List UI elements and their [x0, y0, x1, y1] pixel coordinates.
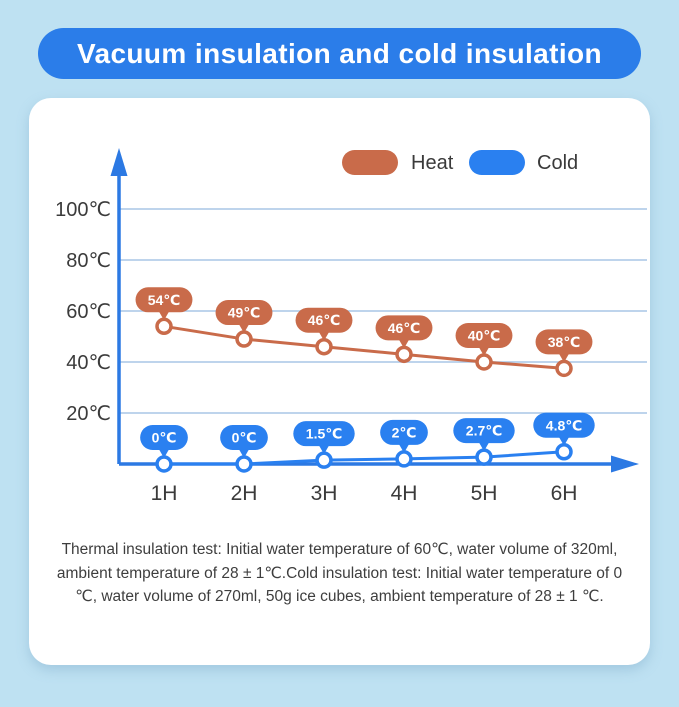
- heat-point-badge-label: 49℃: [228, 305, 261, 321]
- cold-point-badge: [533, 412, 595, 438]
- heat-point-badge-label: 46℃: [388, 320, 421, 336]
- cold-badge-tail-icon: [158, 448, 170, 458]
- heat-point-badge-label: 40℃: [468, 328, 501, 344]
- heat-point-badge: [535, 329, 593, 355]
- chart-card: 100℃ 80℃ 60℃ 40℃ 20℃ Heat Cold 54℃ 49℃ 46℃ 46℃ 40℃ 3…: [29, 98, 650, 665]
- legend-swatch-cold-icon: [469, 150, 525, 175]
- y-tick-label: 60℃: [66, 301, 111, 323]
- cold-point-badge: [453, 418, 515, 444]
- cold-point: [155, 455, 173, 473]
- title-banner: Vacuum insulation and cold insulation: [38, 28, 641, 79]
- cold-point-badge: [140, 425, 188, 450]
- heat-badge-tail-icon: [238, 323, 250, 334]
- heat-line: [163, 324, 565, 370]
- cold-point-badge-label: 0℃: [232, 430, 257, 446]
- heat-badge-tail-icon: [558, 352, 570, 363]
- heat-point-badge: [135, 287, 193, 313]
- cold-badge-tail-icon: [318, 444, 330, 455]
- cold-point-badge-label: 2.7℃: [466, 423, 502, 439]
- y-axis-arrow-icon: [110, 148, 128, 176]
- heat-point: [555, 359, 573, 378]
- cold-point: [315, 451, 333, 469]
- legend-label-cold: Cold: [537, 152, 578, 174]
- heat-point-badge: [375, 315, 433, 341]
- cold-point: [395, 450, 413, 468]
- y-tick-label: 100℃: [55, 199, 111, 221]
- heat-badge-tail-icon: [318, 331, 330, 341]
- heat-point-badge-label: 38℃: [548, 334, 581, 350]
- cold-badge-tail-icon: [478, 441, 490, 452]
- heat-point-badge: [215, 300, 273, 326]
- heat-point-badge-label: 46℃: [308, 312, 341, 328]
- legend-swatch-heat-icon: [342, 150, 398, 175]
- page: Vacuum insulation and cold insulation 10…: [0, 28, 679, 707]
- cold-badge-tail-icon: [398, 443, 410, 453]
- cold-point-badge-label: 4.8℃: [546, 417, 582, 433]
- heat-point: [315, 337, 333, 356]
- cold-badge-tail-icon: [558, 436, 570, 446]
- cold-point-badge: [293, 421, 355, 447]
- cold-point-badge: [380, 419, 428, 445]
- legend-label-heat: Heat: [411, 152, 454, 174]
- cold-point: [235, 455, 253, 473]
- cold-point: [475, 448, 493, 466]
- x-tick-label: 5H: [471, 482, 498, 505]
- cold-point-badge-label: 0℃: [152, 430, 177, 446]
- x-tick-label: 1H: [151, 482, 178, 505]
- y-tick-label: 20℃: [66, 403, 111, 425]
- insulation-chart: 100℃ 80℃ 60℃ 40℃ 20℃ Heat Cold 54℃ 49℃ 46℃ 46℃ 40℃ 3…: [55, 148, 647, 505]
- x-tick-label: 6H: [551, 482, 578, 505]
- y-tick-label: 40℃: [66, 352, 111, 374]
- footnote-text: Thermal insulation test: Initial water t…: [56, 541, 623, 606]
- heat-point: [155, 317, 173, 336]
- cold-point: [555, 443, 573, 461]
- heat-badge-tail-icon: [398, 338, 410, 349]
- heat-point: [395, 345, 413, 364]
- heat-badge-tail-icon: [478, 346, 490, 356]
- heat-point-badge: [295, 307, 353, 333]
- cold-point-badge: [220, 425, 268, 450]
- heat-point-badge: [455, 323, 513, 348]
- heat-point: [475, 353, 493, 371]
- y-tick-label: 80℃: [66, 250, 111, 272]
- x-axis-arrow-icon: [611, 455, 639, 473]
- cold-line: [164, 450, 565, 466]
- heat-point: [235, 330, 253, 348]
- heat-badge-tail-icon: [158, 310, 170, 321]
- heat-point-badge-label: 54℃: [148, 292, 181, 308]
- cold-point-badge-label: 1.5℃: [306, 426, 342, 442]
- x-tick-label: 3H: [311, 482, 338, 505]
- x-tick-label: 2H: [231, 482, 258, 505]
- cold-point-badge-label: 2℃: [392, 424, 417, 440]
- page-title: Vacuum insulation and cold insulation: [76, 37, 603, 69]
- cold-badge-tail-icon: [238, 448, 250, 458]
- x-tick-label: 4H: [391, 482, 418, 505]
